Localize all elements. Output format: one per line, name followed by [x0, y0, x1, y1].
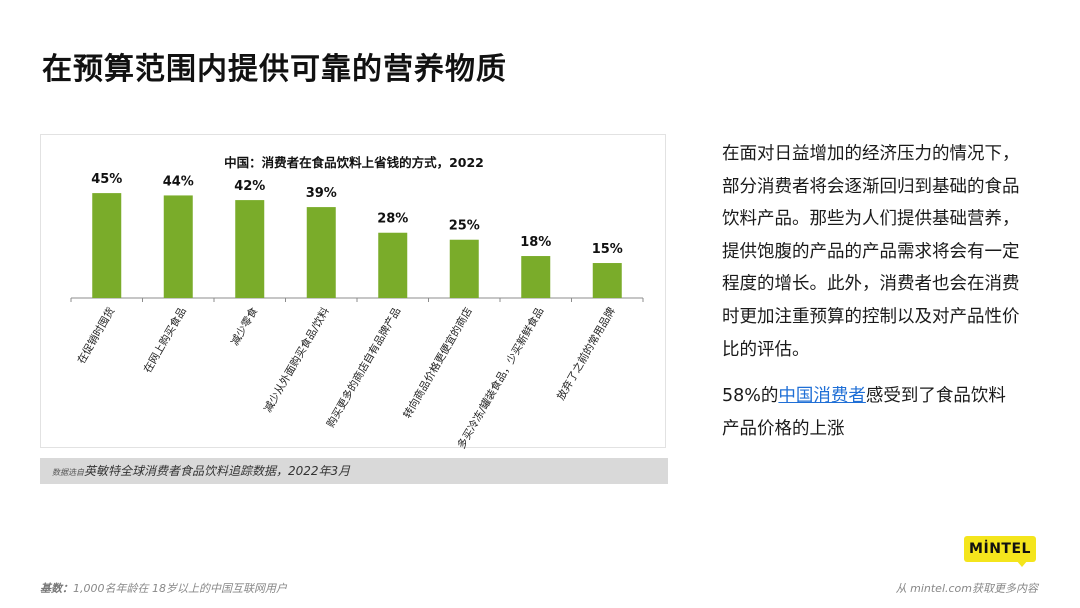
chart-svg: 中国：消费者在食品饮料上省钱的方式，2022 45% 在促销时囤货 44% 在网上购买… [70, 155, 644, 449]
base-text: 1,000名年龄在 18岁以上的中国互联网用户 [73, 582, 287, 595]
source-text: 英敏特全球消费者食品饮料追踪数据，2022年3月 [84, 464, 351, 478]
insight-note: 58%的中国消费者感受到了食品饮料产品价格的上涨 [722, 380, 1022, 445]
data-label: 39% [306, 186, 337, 201]
insight-paragraph: 在面对日益增加的经济压力的情况下，部分消费者将会逐渐回归到基础的食品饮料产品。那… [722, 144, 1020, 360]
chart-title: 中国：消费者在食品饮料上省钱的方式，2022 [224, 155, 484, 170]
category-label: 减少零食 [228, 305, 261, 348]
bar [378, 232, 408, 298]
base-note: 基数：1,000名年龄在 18岁以上的中国互联网用户 [40, 580, 287, 596]
category-label: 放弃了之前的常用品牌 [554, 305, 618, 403]
data-label: 45% [91, 172, 122, 187]
category-label: 转向商品价格更便宜的商店 [401, 305, 475, 421]
base-label: 基数： [40, 582, 73, 595]
bar [92, 193, 122, 298]
data-label: 25% [449, 219, 480, 234]
category-label: 在促销时囤货 [75, 305, 118, 366]
data-label: 42% [234, 179, 265, 194]
category-label: 在网上购买食品 [141, 305, 189, 375]
page-title: 在预算范围内提供可靠的营养物质 [42, 52, 507, 87]
source-prefix: 数据选自 [52, 468, 84, 477]
note-post: 感受到了食品饮料产品价格的上涨 [722, 386, 1006, 439]
data-label: 18% [520, 235, 551, 250]
mintel-logo: MİNTEL [964, 536, 1036, 567]
category-label: 减少从外面购买食品/饮料 [261, 305, 332, 415]
bar [521, 256, 551, 298]
bar [235, 200, 265, 298]
logo-text: MİNTEL [969, 541, 1031, 557]
category-label: 多买冷冻/罐装食品，少买新鲜食品 [455, 305, 547, 449]
note-pre: 58%的 [722, 386, 779, 406]
data-label: 28% [377, 212, 408, 227]
bar [449, 239, 479, 298]
bar [592, 263, 622, 298]
logo-speech-tail [1016, 560, 1028, 567]
bar-chart: 中国：消费者在食品饮料上省钱的方式，2022 45% 在促销时囤货 44% 在网上购买… [40, 134, 666, 449]
bar [163, 195, 193, 298]
data-label: 44% [163, 174, 194, 189]
mintel-cta-link[interactable]: 从 mintel.com获取更多内容 [895, 582, 1038, 595]
category-label: 购买更多的商店自有品牌产品 [324, 305, 404, 430]
source-note: 数据选自英敏特全球消费者食品饮料追踪数据，2022年3月 [40, 458, 668, 484]
china-consumers-link[interactable]: 中国消费者 [778, 386, 866, 406]
bar [306, 207, 336, 298]
data-label: 15% [592, 242, 623, 257]
